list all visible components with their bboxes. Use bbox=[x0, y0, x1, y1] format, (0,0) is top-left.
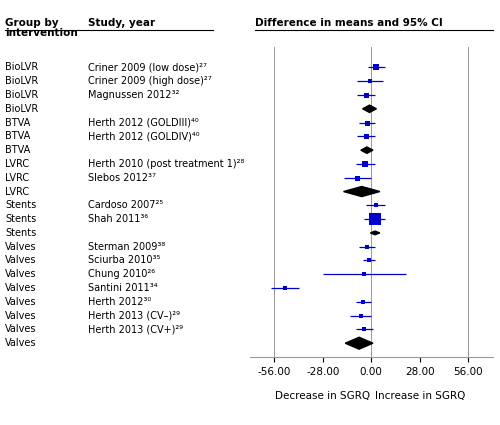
Text: Study, year: Study, year bbox=[88, 17, 154, 28]
Text: Magnussen 2012³²: Magnussen 2012³² bbox=[88, 90, 179, 100]
Polygon shape bbox=[370, 231, 380, 235]
Text: Herth 2012³⁰: Herth 2012³⁰ bbox=[88, 297, 151, 307]
Text: BTVA: BTVA bbox=[5, 118, 30, 128]
Text: Stents: Stents bbox=[5, 228, 36, 238]
Text: Group by: Group by bbox=[5, 17, 59, 28]
Text: BTVA: BTVA bbox=[5, 131, 30, 142]
Text: intervention: intervention bbox=[5, 28, 78, 38]
Text: Herth 2013 (CV+)²⁹: Herth 2013 (CV+)²⁹ bbox=[88, 324, 182, 334]
Polygon shape bbox=[346, 337, 373, 349]
Text: Herth 2012 (GOLDIII)⁴⁰: Herth 2012 (GOLDIII)⁴⁰ bbox=[88, 118, 198, 128]
Text: Stents: Stents bbox=[5, 200, 36, 210]
Text: Valves: Valves bbox=[5, 283, 36, 293]
Text: Valves: Valves bbox=[5, 242, 36, 252]
Text: Cardoso 2007²⁵: Cardoso 2007²⁵ bbox=[88, 200, 163, 210]
Text: LVRC: LVRC bbox=[5, 173, 29, 183]
Text: BioLVR: BioLVR bbox=[5, 76, 38, 86]
Polygon shape bbox=[362, 105, 376, 113]
Text: Chung 2010²⁶: Chung 2010²⁶ bbox=[88, 269, 154, 279]
Text: Valves: Valves bbox=[5, 338, 36, 348]
Text: BTVA: BTVA bbox=[5, 145, 30, 155]
Polygon shape bbox=[361, 147, 373, 153]
Text: Criner 2009 (high dose)²⁷: Criner 2009 (high dose)²⁷ bbox=[88, 76, 211, 86]
Text: Valves: Valves bbox=[5, 255, 36, 266]
Text: Herth 2010 (post treatment 1)²⁸: Herth 2010 (post treatment 1)²⁸ bbox=[88, 159, 244, 169]
Text: Valves: Valves bbox=[5, 324, 36, 334]
Text: Difference in means and 95% CI: Difference in means and 95% CI bbox=[255, 17, 443, 28]
Text: Sterman 2009³⁸: Sterman 2009³⁸ bbox=[88, 242, 165, 252]
Text: Santini 2011³⁴: Santini 2011³⁴ bbox=[88, 283, 157, 293]
Text: Decrease in SGRQ: Decrease in SGRQ bbox=[275, 391, 370, 402]
Text: Stents: Stents bbox=[5, 214, 36, 224]
Text: BioLVR: BioLVR bbox=[5, 90, 38, 100]
Text: Herth 2013 (CV–)²⁹: Herth 2013 (CV–)²⁹ bbox=[88, 311, 180, 320]
Text: Shah 2011³⁶: Shah 2011³⁶ bbox=[88, 214, 148, 224]
Text: Valves: Valves bbox=[5, 297, 36, 307]
Text: Herth 2012 (GOLDIV)⁴⁰: Herth 2012 (GOLDIV)⁴⁰ bbox=[88, 131, 199, 142]
Text: Increase in SGRQ: Increase in SGRQ bbox=[374, 391, 465, 402]
Text: Slebos 2012³⁷: Slebos 2012³⁷ bbox=[88, 173, 156, 183]
Polygon shape bbox=[344, 187, 380, 197]
Text: Valves: Valves bbox=[5, 269, 36, 279]
Text: LVRC: LVRC bbox=[5, 187, 29, 196]
Text: BioLVR: BioLVR bbox=[5, 62, 38, 72]
Text: LVRC: LVRC bbox=[5, 159, 29, 169]
Text: Criner 2009 (low dose)²⁷: Criner 2009 (low dose)²⁷ bbox=[88, 62, 206, 72]
Text: Valves: Valves bbox=[5, 311, 36, 320]
Text: Sciurba 2010³⁵: Sciurba 2010³⁵ bbox=[88, 255, 160, 266]
Text: BioLVR: BioLVR bbox=[5, 104, 38, 114]
